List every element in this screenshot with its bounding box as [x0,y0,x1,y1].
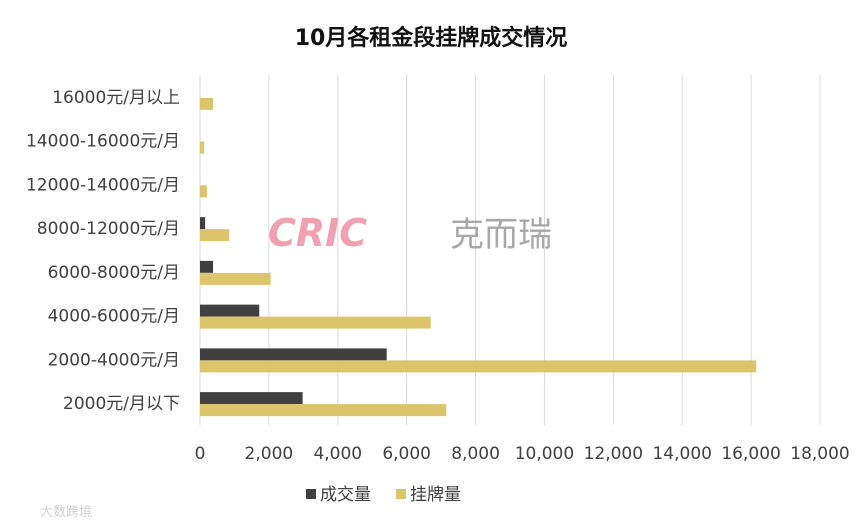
category-label: 2000元/月以下 [63,394,180,414]
bar-deals [200,260,214,273]
x-tick-label: 4,000 [313,444,362,464]
bar-listings [200,185,207,198]
bar-deals [200,392,303,405]
bar-listings [200,316,431,329]
x-tick-label: 0 [195,444,206,464]
x-tick-label: 14,000 [652,444,711,464]
category-label: 4000-6000元/月 [48,307,180,327]
legend-swatch [396,489,406,499]
watermark-brand: CRIC [268,211,367,255]
watermark-name: 克而瑞 [450,215,552,255]
x-tick-label: 10,000 [515,444,574,464]
bar-listings [200,272,271,285]
x-tick-label: 16,000 [721,444,780,464]
bar-listings [200,360,757,373]
watermark: CRIC 克而瑞 [268,211,552,255]
category-label: 2000-4000元/月 [48,350,180,370]
x-tick-label: 8,000 [451,444,500,464]
category-label: 6000-8000元/月 [48,263,180,283]
bar-listings [200,141,205,154]
bar-deals [200,348,387,361]
legend-label: 成交量 [320,485,371,505]
category-label: 14000-16000元/月 [26,132,180,152]
legend-swatch [306,489,316,499]
x-tick-label: 2,000 [245,444,294,464]
x-tick-label: 6,000 [382,444,431,464]
bar-deals [200,304,260,317]
bar-listings [200,229,230,242]
bar-listings [200,404,447,417]
x-tick-label: 18,000 [790,444,849,464]
bar-deals [200,217,206,230]
category-label: 16000元/月以上 [52,88,180,108]
plot-area: 0 2,000 4,000 6,000 8,000 10,000 12,000 14,000 1… [26,75,850,464]
legend: 成交量 挂牌量 [306,485,461,505]
chart-title: 10月各租金段挂牌成交情况 [295,25,568,51]
corner-mark: 大数跨境 [40,505,92,520]
category-label: 8000-12000元/月 [37,219,180,239]
bar-listings [200,97,214,110]
x-tick-label: 12,000 [584,444,643,464]
legend-label: 挂牌量 [410,485,461,505]
category-label: 12000-14000元/月 [26,175,180,195]
